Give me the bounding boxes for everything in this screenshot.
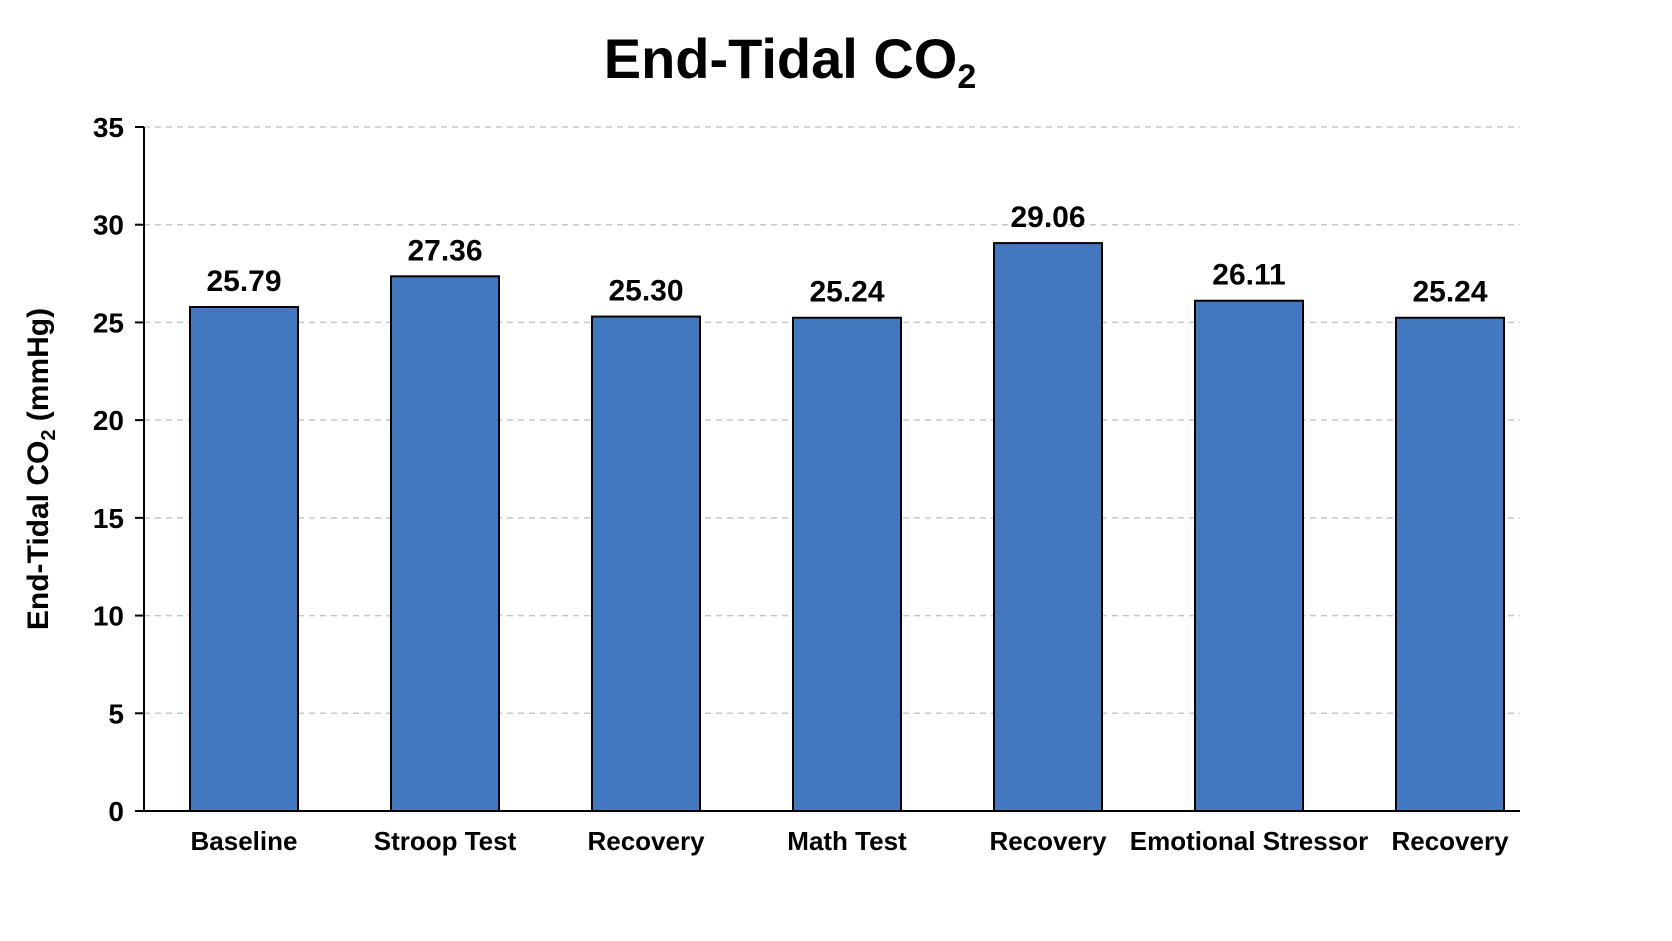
xtick-label: Stroop Test (374, 826, 517, 856)
chart-title-main: End-Tidal CO (604, 27, 958, 90)
ytick-label: 30 (93, 210, 124, 241)
bar-value-label: 29.06 (1010, 201, 1085, 234)
bar (1395, 316, 1505, 812)
xtick-label: Emotional Stressor (1130, 826, 1368, 856)
ytick-label: 15 (93, 503, 124, 534)
labels: 0 5 10 15 20 25 30 35 25.79 Baseline 27.36 Stroop T… (22, 27, 1509, 856)
ytick-label: 5 (108, 698, 124, 729)
xtick-label: Baseline (191, 826, 298, 856)
chart-title-subscript: 2 (957, 58, 976, 96)
bar-value-label: 25.79 (206, 265, 281, 298)
chart-title: End-Tidal CO2 (604, 27, 977, 96)
bar (390, 275, 500, 812)
ytick-label: 20 (93, 405, 124, 436)
y-axis-label-unit: (mmHg) (22, 308, 55, 430)
y-axis-label: End-Tidal CO2 (mmHg) (22, 308, 60, 630)
bar (591, 315, 701, 812)
xtick-label: Recovery (989, 826, 1107, 856)
xtick-label: Math Test (787, 826, 907, 856)
bar-value-label: 25.30 (608, 275, 683, 308)
xtick-label: Recovery (1391, 826, 1509, 856)
ytick-label: 35 (93, 112, 124, 143)
ytick-label: 0 (108, 796, 124, 827)
y-axis-label-subscript: 2 (38, 430, 60, 441)
bar (189, 305, 299, 812)
ytick-label: 10 (93, 601, 124, 632)
axes (135, 126, 1520, 812)
bar-value-label: 25.24 (809, 276, 884, 309)
bar (1194, 299, 1304, 812)
xtick-label: Recovery (587, 826, 705, 856)
bar (993, 242, 1103, 812)
bar (792, 316, 902, 812)
bars (189, 242, 1505, 812)
bar-value-label: 26.11 (1212, 259, 1285, 292)
y-axis-label-main: End-Tidal CO (22, 441, 55, 630)
ytick-label: 25 (93, 307, 124, 338)
bar-value-label: 27.36 (407, 234, 482, 267)
bar-value-label: 25.24 (1412, 276, 1487, 309)
